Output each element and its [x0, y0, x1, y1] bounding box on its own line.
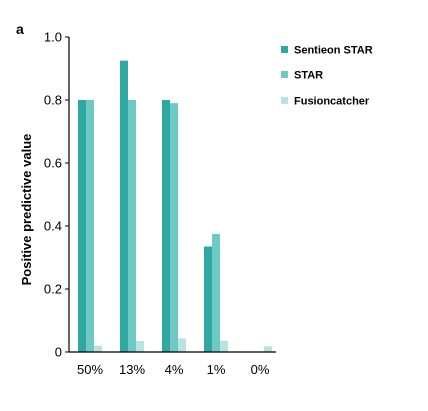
legend-swatch-star — [281, 71, 288, 78]
legend-label-star: STAR — [294, 70, 323, 82]
bar-fusioncatcher-0 — [94, 345, 102, 352]
bar-fusioncatcher-1 — [136, 340, 144, 352]
y-tick-label: 1.0 — [44, 30, 62, 45]
legend: Sentieon STAR STAR Fusioncatcher — [281, 45, 373, 108]
bar-fusioncatcher-4 — [264, 346, 272, 352]
y-ticks: 0 0.2 0.4 0.6 0.8 1.0 — [44, 30, 69, 360]
bar-sentieon-star-2 — [162, 100, 170, 352]
bar-sentieon-star-0 — [78, 100, 86, 352]
x-ticks: 50% 13% 4% 1% 0% — [77, 362, 270, 377]
bar-star-2 — [170, 103, 178, 353]
x-tick-label: 50% — [77, 362, 103, 377]
y-axis-title-group: Positive predictive value — [19, 134, 34, 286]
bar-star-1 — [128, 100, 136, 352]
y-tick-label: 0.8 — [44, 93, 62, 108]
bars — [78, 60, 272, 353]
y-tick-label: 0.6 — [44, 156, 62, 171]
axes — [68, 37, 276, 353]
y-tick-label: 0.4 — [44, 219, 62, 234]
bar-star-0 — [86, 100, 94, 352]
bar-fusioncatcher-3 — [220, 340, 228, 352]
bar-sentieon-star-1 — [120, 60, 128, 352]
legend-swatch-sentieon-star — [281, 46, 288, 53]
y-tick-label: 0 — [55, 345, 62, 360]
x-tick-label: 4% — [165, 362, 184, 377]
x-tick-label: 1% — [207, 362, 226, 377]
legend-label-sentieon-star: Sentieon STAR — [294, 45, 373, 57]
bar-fusioncatcher-2 — [178, 338, 186, 352]
y-axis-title: Positive predictive value — [19, 134, 34, 286]
legend-label-fusioncatcher: Fusioncatcher — [294, 96, 370, 108]
y-tick-label: 0.2 — [44, 282, 62, 297]
legend-swatch-fusioncatcher — [281, 97, 288, 104]
bar-star-3 — [212, 233, 220, 352]
bar-sentieon-star-3 — [204, 246, 212, 352]
panel-label: a — [16, 21, 24, 37]
x-tick-label: 13% — [119, 362, 145, 377]
x-tick-label: 0% — [251, 362, 270, 377]
